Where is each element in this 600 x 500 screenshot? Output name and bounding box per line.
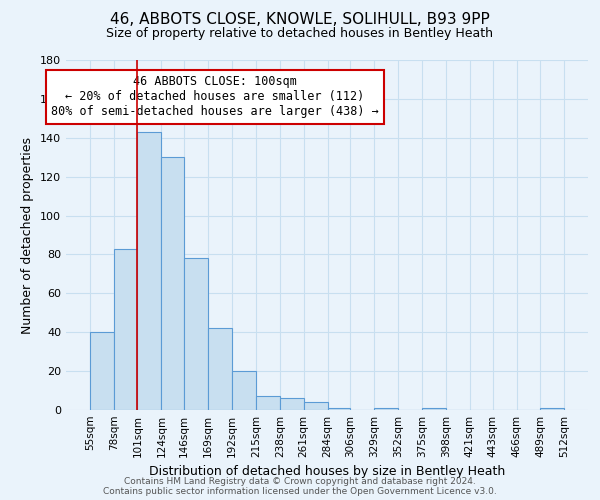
Text: Contains HM Land Registry data © Crown copyright and database right 2024.: Contains HM Land Registry data © Crown c… bbox=[124, 478, 476, 486]
Bar bbox=[208, 328, 232, 410]
Bar bbox=[137, 132, 161, 410]
Bar bbox=[184, 258, 208, 410]
Bar bbox=[304, 402, 328, 410]
Bar bbox=[113, 248, 137, 410]
Bar bbox=[422, 408, 446, 410]
Bar bbox=[541, 408, 564, 410]
Y-axis label: Number of detached properties: Number of detached properties bbox=[22, 136, 34, 334]
Text: Size of property relative to detached houses in Bentley Heath: Size of property relative to detached ho… bbox=[107, 28, 493, 40]
X-axis label: Distribution of detached houses by size in Bentley Heath: Distribution of detached houses by size … bbox=[149, 466, 505, 478]
Bar bbox=[280, 398, 304, 410]
Bar bbox=[374, 408, 398, 410]
Bar bbox=[161, 157, 184, 410]
Bar bbox=[328, 408, 350, 410]
Text: 46 ABBOTS CLOSE: 100sqm
← 20% of detached houses are smaller (112)
80% of semi-d: 46 ABBOTS CLOSE: 100sqm ← 20% of detache… bbox=[51, 76, 379, 118]
Text: Contains public sector information licensed under the Open Government Licence v3: Contains public sector information licen… bbox=[103, 488, 497, 496]
Bar bbox=[90, 332, 113, 410]
Bar bbox=[256, 396, 280, 410]
Bar bbox=[232, 371, 256, 410]
Text: 46, ABBOTS CLOSE, KNOWLE, SOLIHULL, B93 9PP: 46, ABBOTS CLOSE, KNOWLE, SOLIHULL, B93 … bbox=[110, 12, 490, 28]
